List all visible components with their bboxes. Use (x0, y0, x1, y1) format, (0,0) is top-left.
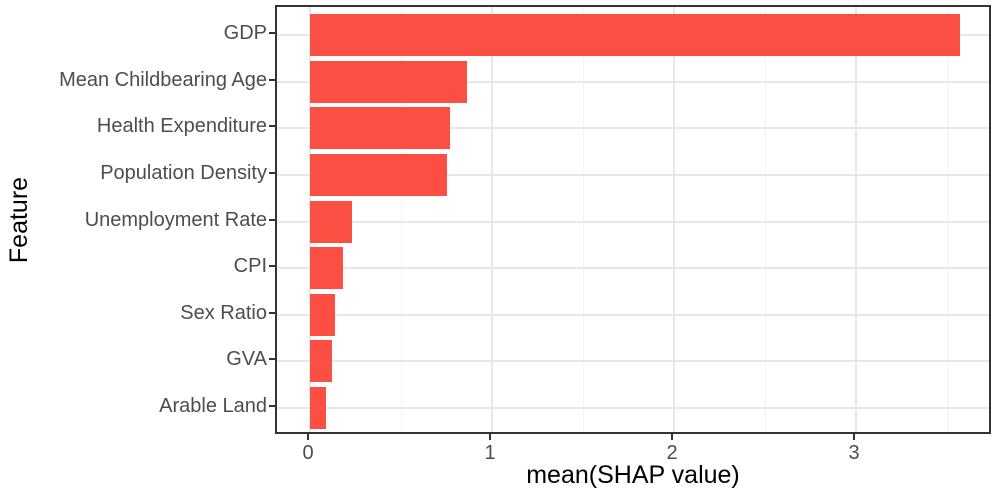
x-tick-mark (671, 434, 673, 440)
y-tick-label-arable-land: Arable Land (159, 395, 267, 418)
gridline-x-minor (400, 7, 402, 432)
gridline-x-minor (764, 7, 766, 432)
y-tick-mark (269, 265, 275, 268)
bar-gdp (310, 14, 960, 56)
y-tick-label-gva: GVA (226, 348, 267, 371)
gridline-y-major (277, 173, 989, 176)
gridline-y-major (277, 220, 989, 223)
gridline-x-major (855, 7, 857, 432)
bar-arable-land (310, 387, 327, 429)
gridline-y-major (277, 360, 989, 363)
y-tick-label-unemployment-rate: Unemployment Rate (84, 208, 267, 231)
y-axis-title: Feature (4, 176, 33, 264)
x-tick-mark (489, 434, 491, 440)
bar-mean-childbearing-age (310, 61, 467, 103)
gridline-x-major (673, 7, 675, 432)
y-tick-label-cpi: CPI (233, 255, 267, 278)
x-tick-label-3: 3 (848, 442, 860, 464)
gridline-y-major (277, 80, 989, 83)
gridline-x-minor (946, 7, 948, 432)
y-axis-tick-labels: GDP Mean Childbearing Age Health Expenditu… (0, 0, 267, 498)
y-tick-mark (269, 218, 275, 221)
y-tick-label-gdp: GDP (223, 21, 267, 44)
y-tick-mark (269, 78, 275, 81)
gridline-y-major (277, 267, 989, 270)
gridline-y-major (277, 407, 989, 410)
y-tick-mark (269, 405, 275, 408)
y-tick-label-sex-ratio: Sex Ratio (180, 301, 267, 324)
y-tick-label-population-density: Population Density (100, 161, 267, 184)
y-tick-mark (269, 358, 275, 361)
x-tick-label-0: 0 (302, 442, 314, 464)
bar-unemployment-rate (310, 201, 352, 243)
bar-sex-ratio (310, 294, 336, 336)
x-tick-label-2: 2 (666, 442, 678, 464)
x-tick-mark (853, 434, 855, 440)
y-tick-mark (269, 125, 275, 128)
gridline-x-major (491, 7, 493, 432)
y-tick-mark (269, 31, 275, 34)
bar-gva (310, 340, 332, 382)
gridline-y-major (277, 127, 989, 130)
bar-cpi (310, 247, 343, 289)
y-tick-label-health-expenditure: Health Expenditure (96, 115, 267, 138)
x-tick-label-1: 1 (484, 442, 496, 464)
gridline-x-minor (582, 7, 584, 432)
bar-health-expenditure (310, 107, 451, 149)
x-axis-title: mean(SHAP value) (526, 461, 740, 489)
plot-panel (275, 5, 991, 434)
x-tick-mark (307, 434, 309, 440)
y-tick-label-mean-childbearing-age: Mean Childbearing Age (59, 68, 267, 91)
bar-population-density (310, 154, 447, 196)
y-tick-mark (269, 171, 275, 174)
gridline-y-major (277, 313, 989, 316)
y-tick-mark (269, 311, 275, 314)
